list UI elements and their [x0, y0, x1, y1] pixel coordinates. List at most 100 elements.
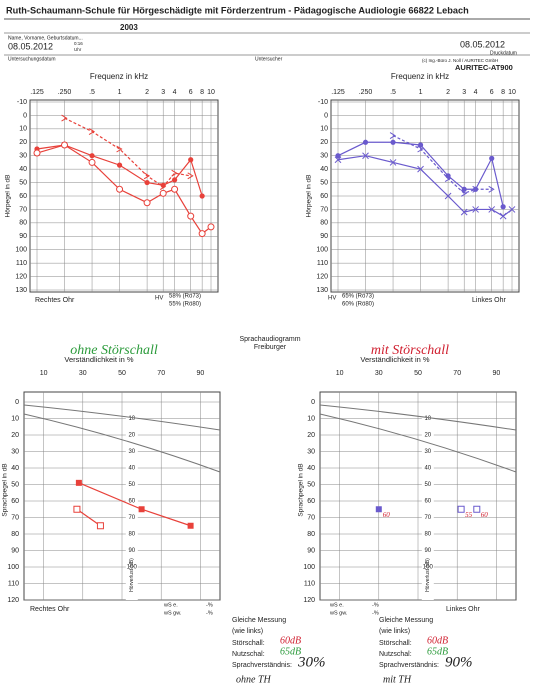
point	[335, 153, 341, 159]
y-tick-label: 100	[316, 247, 328, 254]
point	[188, 157, 194, 163]
point	[116, 185, 124, 193]
y-tick-label: 10	[320, 126, 328, 133]
x-tick-label: 30	[79, 370, 87, 377]
point	[116, 162, 123, 168]
y-tick-label: 70	[11, 514, 19, 521]
x-tick-label: 50	[118, 370, 126, 377]
point	[33, 149, 41, 157]
x-tick-label: 6	[189, 89, 193, 96]
y-tick-label: 50	[11, 481, 19, 488]
y-tick-label: 10	[11, 415, 19, 422]
point-note: 60	[481, 511, 489, 519]
y-tick-label: 110	[304, 580, 315, 587]
loss-tick: 70	[424, 515, 431, 521]
y-tick-label: 40	[320, 166, 328, 173]
time: 0:16	[74, 41, 83, 46]
point	[445, 173, 451, 179]
point	[88, 128, 96, 135]
point	[172, 177, 178, 183]
loss-tick: 20	[424, 433, 431, 439]
y-tick-label: 0	[311, 399, 315, 406]
x-tick-label: 3	[462, 89, 466, 96]
y-tick-label: 20	[320, 139, 328, 146]
point	[362, 139, 369, 145]
point	[199, 193, 205, 199]
x-tick-label: 6	[490, 89, 494, 96]
title: Ruth-Schaumann-Schule für Hörgeschädigte…	[6, 5, 469, 15]
result-value: 30%	[297, 654, 326, 670]
y-tick-label: 30	[307, 448, 315, 455]
result-label: Nutzschal:	[232, 651, 265, 658]
y-axis-label: Hörpegel in dB	[5, 175, 12, 218]
x-tick-label: 10	[40, 370, 48, 377]
loss-column	[125, 407, 138, 600]
y-tick-label: 90	[11, 547, 19, 554]
x-tick-label: 4	[173, 89, 177, 96]
series-line	[337, 155, 513, 217]
y-tick-label: -10	[17, 99, 27, 106]
point	[417, 142, 424, 148]
point	[375, 506, 382, 513]
result-line: Gleiche Messung	[232, 617, 286, 624]
result-value: 65dB	[427, 646, 448, 657]
y-tick-label: 50	[307, 481, 315, 488]
y-tick-label: 120	[303, 597, 315, 604]
x-tick-label: 90	[197, 370, 205, 377]
point	[472, 206, 479, 213]
print-date: 08.05.2012	[460, 39, 505, 49]
y-tick-label: 130	[15, 287, 27, 294]
point-note: 60	[383, 511, 391, 519]
hv-value: 60% (Rö80)	[342, 302, 374, 308]
handwritten-note: mit Störschall	[371, 343, 449, 358]
handwritten-note: ohne Störschall	[70, 343, 158, 358]
series-line	[64, 117, 191, 188]
point	[334, 156, 342, 164]
x-tick-label: 30	[375, 370, 383, 377]
y-tick-label: 30	[19, 153, 27, 160]
loss-tick: 90	[424, 548, 431, 554]
point	[207, 223, 215, 231]
point	[61, 114, 68, 122]
loss-label: Hörverlust (dB)	[425, 558, 431, 592]
condition: mit TH	[383, 674, 412, 685]
x-tick-label: 1	[118, 89, 122, 96]
result-label: Sprachverständnis:	[232, 662, 292, 669]
y-tick-label: 120	[316, 273, 328, 280]
result-label: Störschall:	[379, 640, 412, 647]
x-axis-label: Frequenz in kHz	[391, 72, 449, 81]
y-tick-label: 100	[303, 564, 315, 571]
y-tick-label: 0	[15, 399, 19, 406]
x-axis-label: Verständlichkeit in %	[64, 355, 134, 364]
result-line: Gleiche Messung	[379, 617, 433, 624]
point	[73, 505, 81, 513]
hv-value: 55% (Rö80)	[169, 302, 201, 308]
loss-tick: 30	[128, 449, 135, 455]
x-tick-label: 8	[200, 89, 204, 96]
loss-tick: 30	[424, 449, 431, 455]
exam-date-label: Untersuchungsdatum	[8, 56, 56, 62]
result-line: (wie links)	[379, 628, 410, 635]
y-tick-label: 60	[307, 498, 315, 505]
point	[488, 185, 495, 193]
reference-curve	[23, 413, 221, 473]
x-tick-label: 50	[414, 370, 422, 377]
x-tick-label: 90	[493, 370, 501, 377]
y-tick-label: 120	[7, 597, 19, 604]
x-tick-label: 2	[446, 89, 450, 96]
copyright: (c) Ing.-Büro J. Noll / AURITEC GmbH	[422, 58, 498, 63]
y-tick-label: 80	[11, 531, 19, 538]
point	[138, 506, 145, 513]
result-label: Sprachverständnis:	[379, 662, 439, 669]
loss-tick: 20	[128, 433, 135, 439]
ear-label: Rechtes Ohr	[35, 297, 75, 304]
x-tick-label: 10	[508, 89, 516, 96]
point	[171, 169, 178, 177]
y-tick-label: 90	[320, 233, 328, 240]
y-tick-label: 60	[19, 193, 27, 200]
loss-tick: 10	[128, 416, 135, 422]
y-tick-label: 110	[317, 260, 328, 267]
device: AURITEC-AT900	[455, 63, 513, 72]
y-tick-label: 100	[15, 247, 27, 254]
loss-label: Hörverlust (dB)	[129, 558, 135, 592]
